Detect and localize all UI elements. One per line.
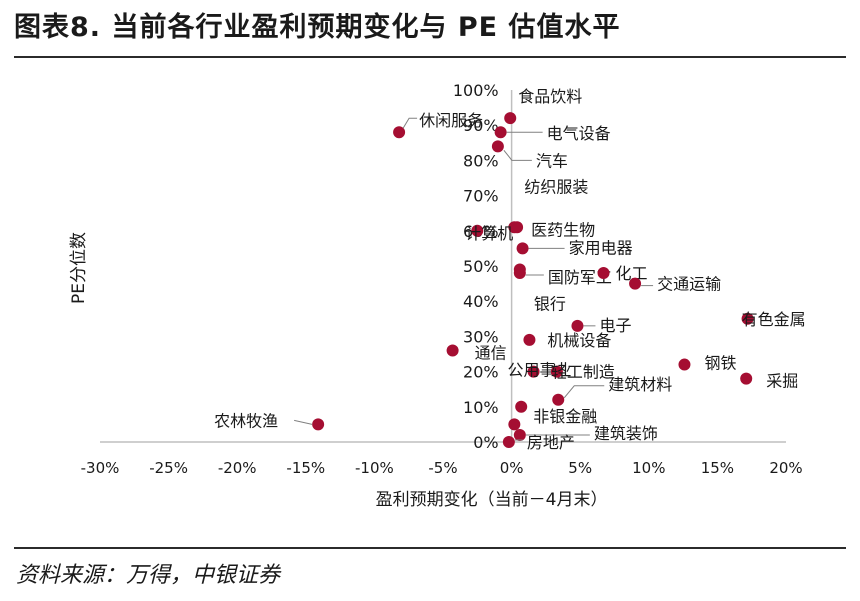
point-label: 机械设备	[547, 331, 611, 350]
data-point	[523, 333, 536, 346]
x-tick-label: -10%	[355, 459, 394, 477]
data-point	[491, 140, 504, 153]
point-label: 轻工制造	[551, 363, 615, 382]
y-tick-label: 0%	[473, 433, 498, 452]
data-point	[511, 221, 524, 234]
x-tick-label: -20%	[218, 459, 257, 477]
data-point	[527, 365, 540, 378]
data-point	[740, 372, 753, 385]
data-point	[393, 126, 406, 139]
data-point	[629, 277, 642, 290]
y-tick-label: 10%	[463, 398, 499, 417]
point-label: 非银金融	[533, 407, 597, 426]
figure-title: 图表8. 当前各行业盈利预期变化与 PE 估值水平	[14, 12, 621, 43]
data-point	[597, 267, 610, 280]
bottom-rule	[14, 547, 846, 549]
data-point	[494, 126, 507, 139]
x-tick-label: -5%	[428, 459, 457, 477]
y-tick-label: 30%	[463, 327, 499, 346]
x-tick-label: 0%	[500, 459, 524, 477]
point-label: 通信	[475, 343, 507, 362]
data-point	[516, 242, 529, 255]
point-label: 电子	[599, 316, 631, 335]
leader-line	[503, 150, 532, 161]
data-point	[552, 393, 565, 406]
point-label: 化工	[616, 264, 648, 283]
point-label: 休闲服务	[419, 111, 483, 130]
y-tick-label: 90%	[463, 116, 499, 135]
point-label: 医药生物	[531, 220, 595, 239]
point-label: 房地产	[527, 433, 575, 452]
data-point	[571, 319, 584, 332]
x-tick-label: 5%	[568, 459, 592, 477]
y-tick-label: 20%	[463, 363, 499, 382]
y-tick-label: 70%	[463, 187, 499, 206]
point-label: 汽车	[536, 151, 568, 170]
point-label: 银行	[534, 295, 566, 314]
point-label: 交通运输	[657, 275, 721, 294]
data-point	[471, 224, 484, 237]
source-note: 资料来源：万得，中银证券	[16, 563, 281, 588]
data-point	[515, 400, 528, 413]
top-rule	[14, 56, 846, 58]
data-point	[550, 365, 563, 378]
data-point	[446, 344, 459, 357]
data-point	[741, 312, 754, 325]
data-point	[502, 436, 515, 448]
y-tick-label: 80%	[463, 151, 499, 170]
point-label: 国防军工	[548, 268, 612, 287]
data-point	[312, 418, 325, 431]
data-point	[508, 418, 521, 431]
point-label: 采掘	[766, 372, 798, 391]
data-point	[678, 358, 691, 371]
x-axis-title: 盈利预期变化（当前－4月末）	[376, 490, 608, 510]
y-tick-label: 100%	[453, 81, 499, 100]
x-tick-label: 10%	[632, 459, 665, 477]
leader-line	[294, 419, 313, 425]
point-label: 电气设备	[547, 124, 611, 143]
leader-line	[402, 117, 418, 129]
point-label: 计算机	[465, 224, 513, 243]
point-label: 钢铁	[704, 354, 736, 373]
x-tick-label: 15%	[701, 459, 734, 477]
point-label: 农林牧渔	[214, 411, 278, 430]
x-tick-label: -30%	[81, 459, 120, 477]
data-point	[513, 428, 526, 441]
data-point	[513, 263, 526, 276]
data-point	[504, 112, 517, 125]
point-label: 建筑材料	[608, 375, 672, 394]
point-label: 有色金属	[742, 310, 806, 329]
point-label: 建筑装饰	[594, 424, 658, 443]
y-tick-label: 40%	[463, 292, 499, 311]
x-tick-label: 20%	[769, 459, 802, 477]
x-tick-label: -15%	[286, 459, 325, 477]
y-axis-title: PE分位数	[69, 232, 89, 304]
point-label: 纺织服装	[524, 177, 588, 196]
point-label: 家用电器	[569, 238, 633, 257]
y-tick-label: 50%	[463, 257, 499, 276]
point-label: 食品饮料	[518, 87, 582, 106]
leader-line	[563, 385, 605, 399]
x-tick-label: -25%	[149, 459, 188, 477]
